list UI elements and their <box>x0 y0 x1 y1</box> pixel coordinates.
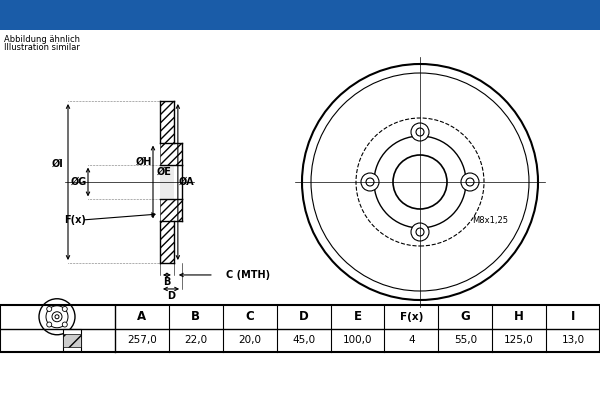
Text: Abbildung ähnlich: Abbildung ähnlich <box>4 35 80 44</box>
Text: C: C <box>245 310 254 323</box>
Bar <box>160 221 174 263</box>
Text: ØE: ØE <box>157 167 172 177</box>
Circle shape <box>47 306 52 312</box>
Circle shape <box>416 128 424 136</box>
Circle shape <box>466 178 474 186</box>
Bar <box>63 334 81 347</box>
Bar <box>160 143 174 221</box>
Text: 100,0: 100,0 <box>343 335 372 345</box>
Text: Illustration similar: Illustration similar <box>4 43 80 52</box>
Text: ØG: ØG <box>71 177 87 187</box>
Text: 422165: 422165 <box>374 6 456 24</box>
Bar <box>160 143 182 165</box>
Circle shape <box>411 123 429 141</box>
Text: C (MTH): C (MTH) <box>226 270 270 280</box>
Text: 125,0: 125,0 <box>504 335 534 345</box>
Circle shape <box>361 173 379 191</box>
Bar <box>160 199 182 221</box>
Text: ØI: ØI <box>52 159 64 169</box>
Text: B: B <box>163 277 170 287</box>
Circle shape <box>411 223 429 241</box>
Text: G: G <box>460 310 470 323</box>
Text: 13,0: 13,0 <box>562 335 584 345</box>
Bar <box>63 329 81 351</box>
Circle shape <box>55 315 59 319</box>
Text: 22,0: 22,0 <box>184 335 208 345</box>
Circle shape <box>62 306 67 312</box>
Text: B: B <box>191 310 200 323</box>
Text: I: I <box>571 310 575 323</box>
Text: D: D <box>299 310 308 323</box>
Text: E: E <box>353 310 361 323</box>
Circle shape <box>461 173 479 191</box>
Text: H: H <box>514 310 524 323</box>
Text: 45,0: 45,0 <box>292 335 315 345</box>
Text: F(x): F(x) <box>64 215 86 225</box>
Circle shape <box>62 322 67 327</box>
Text: F(x): F(x) <box>400 312 423 322</box>
Bar <box>0 305 600 352</box>
Circle shape <box>416 228 424 236</box>
Text: M8x1,25: M8x1,25 <box>472 216 508 224</box>
Text: 20,0: 20,0 <box>238 335 261 345</box>
Circle shape <box>366 178 374 186</box>
Text: 4: 4 <box>408 335 415 345</box>
Bar <box>0 0 600 30</box>
Text: D: D <box>167 291 175 301</box>
Bar <box>160 101 174 143</box>
Text: 24.0122-0165.1: 24.0122-0165.1 <box>124 6 296 24</box>
Text: ØH: ØH <box>136 157 152 167</box>
Text: ØA: ØA <box>179 177 194 187</box>
Text: A: A <box>137 310 146 323</box>
Text: 55,0: 55,0 <box>454 335 477 345</box>
Text: 257,0: 257,0 <box>127 335 157 345</box>
Circle shape <box>47 322 52 327</box>
